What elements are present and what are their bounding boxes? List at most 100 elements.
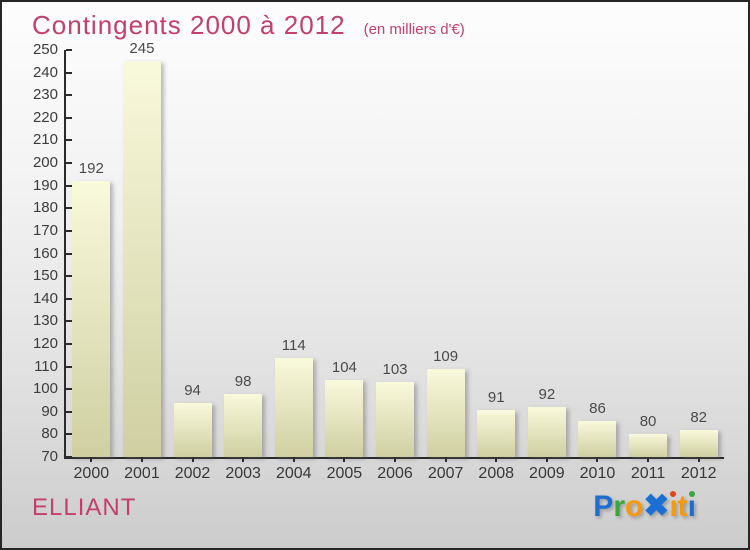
bar-value-label: 98	[234, 372, 252, 390]
logo-letter: t	[677, 490, 688, 523]
x-axis-tick	[495, 457, 498, 462]
bar	[578, 420, 617, 457]
bar-value-label: 192	[78, 160, 104, 178]
y-axis-tick	[66, 433, 72, 436]
y-tick-label: 100	[32, 380, 58, 398]
commune-name: ELLIANT	[32, 494, 137, 521]
y-axis-tick	[66, 139, 72, 142]
bar	[173, 402, 212, 457]
bar-value-label: 109	[433, 347, 459, 365]
x-tick-label: 2010	[579, 465, 616, 482]
logo-letter: ✖	[643, 488, 670, 523]
y-tick-label: 120	[32, 334, 58, 352]
bar-value-label: 82	[690, 408, 708, 426]
x-tick-label: 2008	[478, 465, 515, 482]
bar-value-label: 104	[331, 359, 357, 377]
x-tick-label: 2011	[630, 465, 666, 482]
x-axis-tick	[292, 457, 295, 462]
y-axis-tick	[66, 116, 72, 119]
x-axis-tick	[242, 457, 245, 462]
logo-letter: P	[593, 490, 614, 523]
y-axis-tick	[66, 49, 72, 51]
logo-letter-dot	[670, 491, 677, 497]
y-axis-tick	[66, 184, 72, 187]
y-tick-label: 130	[32, 312, 58, 330]
bar	[376, 382, 414, 457]
bar-value-label: 92	[538, 386, 556, 404]
bar-value-label: 86	[589, 399, 606, 417]
x-axis-tick	[444, 457, 447, 462]
chart-header: Contingents 2000 à 2012 (en milliers d'€…	[32, 10, 465, 41]
x-tick-label: 2007	[427, 465, 464, 482]
y-axis-tick	[66, 342, 72, 345]
bar	[325, 380, 364, 457]
y-tick-label: 110	[34, 357, 58, 375]
y-tick-label: 220	[32, 108, 58, 126]
x-tick-label: 2006	[377, 465, 413, 482]
x-axis-tick	[191, 457, 194, 462]
bar	[679, 429, 718, 457]
y-tick-label: 70	[41, 448, 58, 465]
y-axis-tick	[66, 365, 72, 368]
y-axis-tick	[66, 320, 72, 323]
bar	[629, 434, 668, 457]
logo-letter: r	[613, 490, 625, 523]
logo-letter-dot	[688, 491, 695, 497]
y-axis-tick	[66, 388, 72, 391]
bar	[527, 407, 566, 457]
bar	[122, 61, 161, 457]
proxiti-logo[interactable]: Pro✖ ıt ı	[593, 488, 696, 524]
x-tick-label: 2000	[73, 465, 110, 482]
y-tick-label: 250	[32, 41, 58, 58]
x-tick-label: 2001	[124, 465, 160, 482]
y-axis-tick	[66, 94, 72, 97]
y-tick-label: 200	[32, 154, 58, 172]
x-axis-tick	[343, 457, 346, 462]
y-tick-label: 210	[32, 131, 58, 149]
y-tick-label: 90	[41, 402, 58, 420]
y-axis-tick	[66, 71, 72, 74]
y-axis-tick	[66, 456, 72, 458]
y-axis-tick	[66, 162, 72, 165]
bar-value-label: 114	[281, 336, 306, 354]
bar-value-label: 80	[639, 413, 657, 431]
logo-letter: ı	[687, 490, 696, 523]
y-tick-label: 160	[32, 244, 58, 262]
bar	[274, 357, 313, 457]
logo-letter: ı	[669, 490, 678, 523]
y-axis-tick	[66, 275, 72, 278]
bar	[426, 368, 465, 457]
bar	[224, 393, 263, 457]
y-tick-label: 170	[32, 221, 58, 239]
x-axis-tick	[90, 457, 93, 462]
bar-value-label: 245	[129, 40, 155, 58]
x-tick-label: 2005	[326, 465, 363, 482]
y-axis-tick	[66, 229, 72, 232]
bar	[72, 181, 111, 457]
x-tick-label: 2003	[225, 465, 261, 482]
bar-value-label: 94	[184, 381, 201, 399]
x-axis-tick	[545, 457, 548, 462]
x-tick-label: 2004	[275, 465, 312, 482]
y-tick-label: 140	[32, 289, 58, 307]
x-axis-tick	[394, 457, 396, 462]
y-axis-tick	[66, 252, 72, 255]
x-axis-tick	[647, 457, 650, 462]
bar	[477, 409, 516, 457]
x-axis-tick	[140, 457, 143, 462]
x-axis-tick	[596, 457, 599, 462]
bar-chart-plot: 70 80 90 100 110 120 130 140 150 160 170 180 190 200 2…	[33, 40, 724, 482]
bar-value-label: 103	[382, 361, 408, 379]
y-tick-label: 180	[32, 199, 58, 217]
x-tick-label: 2002	[174, 465, 211, 482]
bar-value-label: 91	[487, 388, 505, 406]
y-tick-label: 80	[41, 425, 58, 443]
x-tick-label: 2012	[680, 465, 717, 482]
y-axis-tick	[66, 207, 72, 210]
y-axis-tick	[66, 410, 72, 413]
y-tick-label: 230	[32, 86, 58, 104]
x-axis-tick	[697, 457, 700, 462]
y-axis-tick	[66, 297, 72, 300]
y-tick-label: 240	[32, 63, 58, 81]
